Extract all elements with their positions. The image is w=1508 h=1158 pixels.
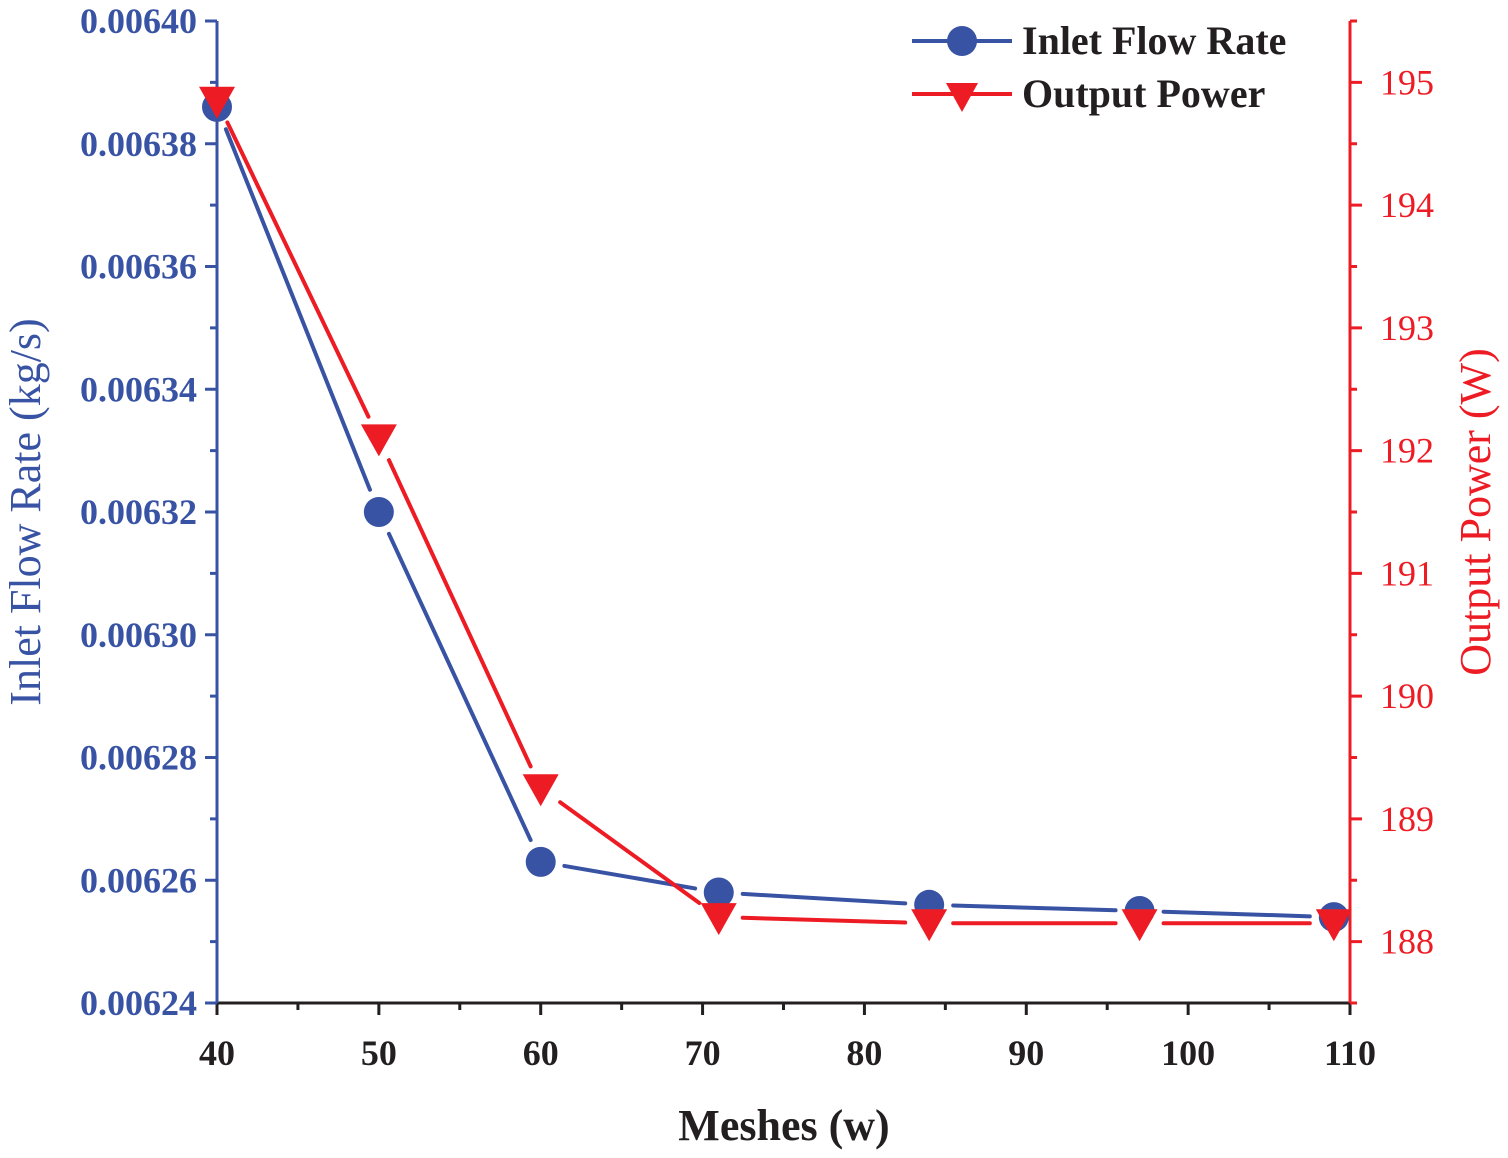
x-axis-title: Meshes (w) bbox=[678, 1101, 889, 1150]
left-tick-label: 0.00638 bbox=[80, 124, 197, 164]
series-inlet-flow-rate bbox=[202, 91, 1349, 933]
left-tick-label: 0.00626 bbox=[80, 860, 197, 900]
legend-label-output-power: Output Power bbox=[1022, 71, 1265, 116]
x-tick-label: 90 bbox=[1008, 1033, 1044, 1073]
series-layer bbox=[199, 86, 1352, 942]
legend-entry-output-power: Output Power bbox=[912, 71, 1265, 116]
data-point-output-power bbox=[911, 909, 948, 942]
right-tick-label: 194 bbox=[1380, 185, 1434, 225]
left-tick-label: 0.00632 bbox=[80, 492, 197, 532]
left-tick-label: 0.00640 bbox=[80, 1, 197, 41]
left-tick-label: 0.00630 bbox=[80, 615, 197, 655]
series-segment-output-power bbox=[558, 800, 702, 906]
right-axis-title: Output Power (W) bbox=[1451, 348, 1500, 676]
data-point-output-power bbox=[1121, 909, 1158, 942]
x-tick-label: 110 bbox=[1324, 1033, 1376, 1073]
left-tick-label: 0.00628 bbox=[80, 738, 197, 778]
data-point-inlet-flow-rate bbox=[703, 877, 734, 908]
x-tick-label: 100 bbox=[1161, 1033, 1215, 1073]
data-point-output-power bbox=[522, 774, 559, 807]
left-tick-label: 0.00634 bbox=[80, 369, 197, 409]
x-tick-label: 70 bbox=[685, 1033, 721, 1073]
data-point-inlet-flow-rate bbox=[363, 497, 394, 527]
series-segment-inlet-flow-rate bbox=[1161, 909, 1312, 919]
series-segment-inlet-flow-rate bbox=[740, 891, 908, 906]
data-point-output-power bbox=[199, 86, 235, 119]
right-tick-label: 192 bbox=[1380, 431, 1434, 471]
legend-label-inlet-flow-rate: Inlet Flow Rate bbox=[1022, 18, 1286, 63]
data-point-output-power bbox=[700, 903, 737, 936]
right-tick-label: 193 bbox=[1380, 308, 1434, 348]
x-tick-label: 40 bbox=[199, 1033, 235, 1073]
left-axis-title: Inlet Flow Rate (kg/s) bbox=[1, 318, 50, 705]
series-segment-output-power bbox=[225, 120, 371, 419]
legend-entry-inlet-flow-rate: Inlet Flow Rate bbox=[912, 18, 1286, 63]
right-tick-label: 188 bbox=[1380, 922, 1434, 962]
left-y-axis: 0.00624 0.00626 0.00628 0.00630 0.00632 0.006… bbox=[80, 1, 219, 1023]
series-segment-inlet-flow-rate bbox=[386, 531, 533, 843]
legend-marker-circle bbox=[947, 26, 977, 56]
data-point-inlet-flow-rate bbox=[525, 846, 556, 877]
right-tick-label: 195 bbox=[1380, 62, 1434, 102]
series-segment-inlet-flow-rate bbox=[951, 903, 1118, 913]
series-output-power bbox=[199, 86, 1352, 942]
right-tick-label: 190 bbox=[1380, 676, 1434, 716]
legend: Inlet Flow Rate Output Power bbox=[912, 18, 1286, 116]
left-tick-label: 0.00624 bbox=[80, 983, 197, 1023]
data-point-output-power bbox=[360, 424, 397, 457]
right-tick-label: 189 bbox=[1380, 799, 1434, 839]
series-segment-output-power bbox=[740, 915, 908, 925]
series-segment-inlet-flow-rate bbox=[223, 127, 372, 492]
x-axis: 40 50 60 70 80 90 100 110 bbox=[199, 1001, 1376, 1073]
right-tick-label: 191 bbox=[1380, 553, 1434, 593]
series-segment-output-power bbox=[386, 458, 533, 769]
right-y-axis: 188 189 190 191 192 193 194 195 bbox=[1348, 19, 1434, 1005]
x-tick-label: 50 bbox=[361, 1033, 397, 1073]
left-tick-label: 0.00636 bbox=[80, 247, 197, 287]
x-tick-label: 80 bbox=[846, 1033, 882, 1073]
data-point-output-power bbox=[1315, 909, 1352, 942]
legend-marker-triangle-down bbox=[946, 83, 978, 112]
x-tick-label: 60 bbox=[523, 1033, 559, 1073]
